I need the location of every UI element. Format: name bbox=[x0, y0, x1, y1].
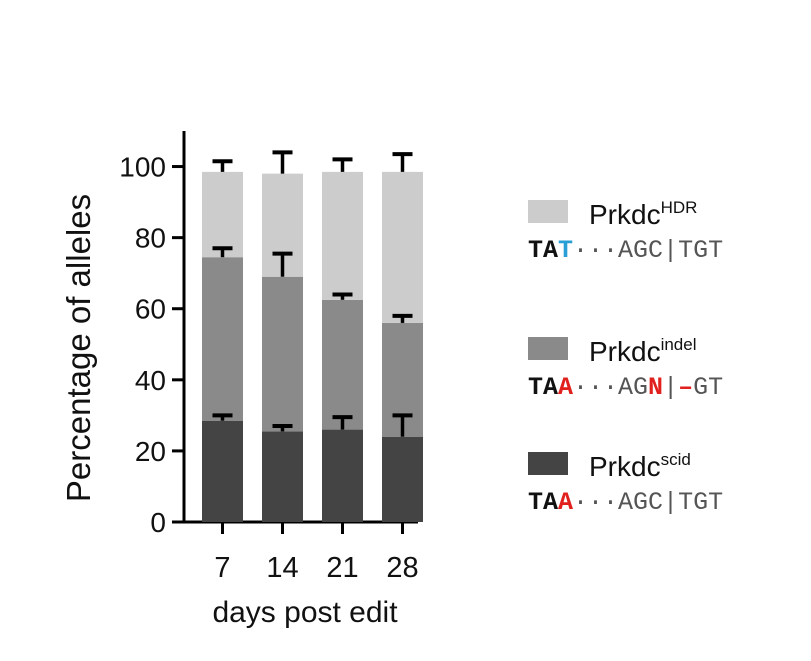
legend-item-scid: Prkdcscid TAA···AGC|TGT bbox=[528, 450, 723, 517]
error-bar-HDR-7 bbox=[212, 159, 233, 172]
legend-item-HDR: PrkdcHDR TAT···AGC|TGT bbox=[528, 198, 723, 265]
bar-segment-scid-14 bbox=[262, 431, 303, 522]
x-tick-label: 21 bbox=[326, 552, 358, 584]
y-tick-label: 0 bbox=[150, 507, 166, 538]
bar-segment-HDR-21 bbox=[322, 171, 363, 300]
bar-segment-indel-14 bbox=[262, 276, 303, 432]
y-axis-label: Percentage of alleles bbox=[60, 194, 97, 502]
bar-segment-scid-21 bbox=[322, 429, 363, 522]
legend-sequence: TAA···AGC|TGT bbox=[528, 488, 723, 517]
error-bar-scid-7 bbox=[212, 413, 233, 421]
x-tick-label: 28 bbox=[386, 552, 418, 584]
legend-label: Prkdcindel bbox=[589, 335, 697, 367]
error-bar-HDR-21 bbox=[332, 157, 353, 172]
legend-swatch bbox=[528, 200, 568, 223]
y-tick-label: 40 bbox=[135, 365, 166, 396]
y-tick-label: 60 bbox=[135, 294, 166, 325]
error-bar-indel-28 bbox=[392, 313, 413, 323]
bar-segment-HDR-28 bbox=[382, 171, 423, 323]
y-tick-label: 20 bbox=[135, 436, 166, 467]
error-bar-indel-7 bbox=[212, 246, 233, 258]
x-tick-labels: 7 14 21 28 bbox=[214, 552, 418, 584]
legend-swatch bbox=[528, 337, 568, 360]
error-bar-indel-21 bbox=[332, 292, 353, 300]
error-bar-HDR-14 bbox=[272, 150, 293, 174]
error-bars bbox=[212, 150, 413, 437]
legend-sequence: TAA···AGN|–GT bbox=[528, 373, 723, 402]
y-tick-labels: 0 20 40 60 80 100 bbox=[119, 152, 166, 538]
bar-segment-scid-28 bbox=[382, 436, 423, 522]
bar-segment-indel-21 bbox=[322, 299, 363, 430]
legend-label: Prkdcscid bbox=[589, 450, 691, 482]
legend-swatch bbox=[528, 452, 568, 475]
legend-item-indel: Prkdcindel TAA···AGN|–GT bbox=[528, 335, 723, 402]
bars bbox=[202, 171, 423, 522]
error-bar-HDR-28 bbox=[392, 152, 413, 172]
x-axis-label: days post edit bbox=[212, 596, 398, 629]
error-bar-indel-14 bbox=[272, 251, 293, 277]
y-tick-label: 80 bbox=[135, 223, 166, 254]
y-tick-label: 100 bbox=[119, 152, 166, 183]
error-bar-scid-21 bbox=[332, 415, 353, 430]
legend-label: PrkdcHDR bbox=[589, 198, 697, 230]
bar-segment-HDR-7 bbox=[202, 171, 243, 258]
bar-segment-scid-7 bbox=[202, 420, 243, 522]
legend: Prkdcscid TAA···AGC|TGT Prkdcindel TAA···AG… bbox=[528, 198, 723, 517]
bar-segment-indel-7 bbox=[202, 257, 243, 421]
x-tick-label: 14 bbox=[266, 552, 298, 584]
x-tick-label: 7 bbox=[214, 552, 230, 584]
legend-sequence: TAT···AGC|TGT bbox=[528, 236, 723, 265]
error-bar-scid-14 bbox=[272, 424, 293, 432]
error-bar-scid-28 bbox=[392, 413, 413, 437]
